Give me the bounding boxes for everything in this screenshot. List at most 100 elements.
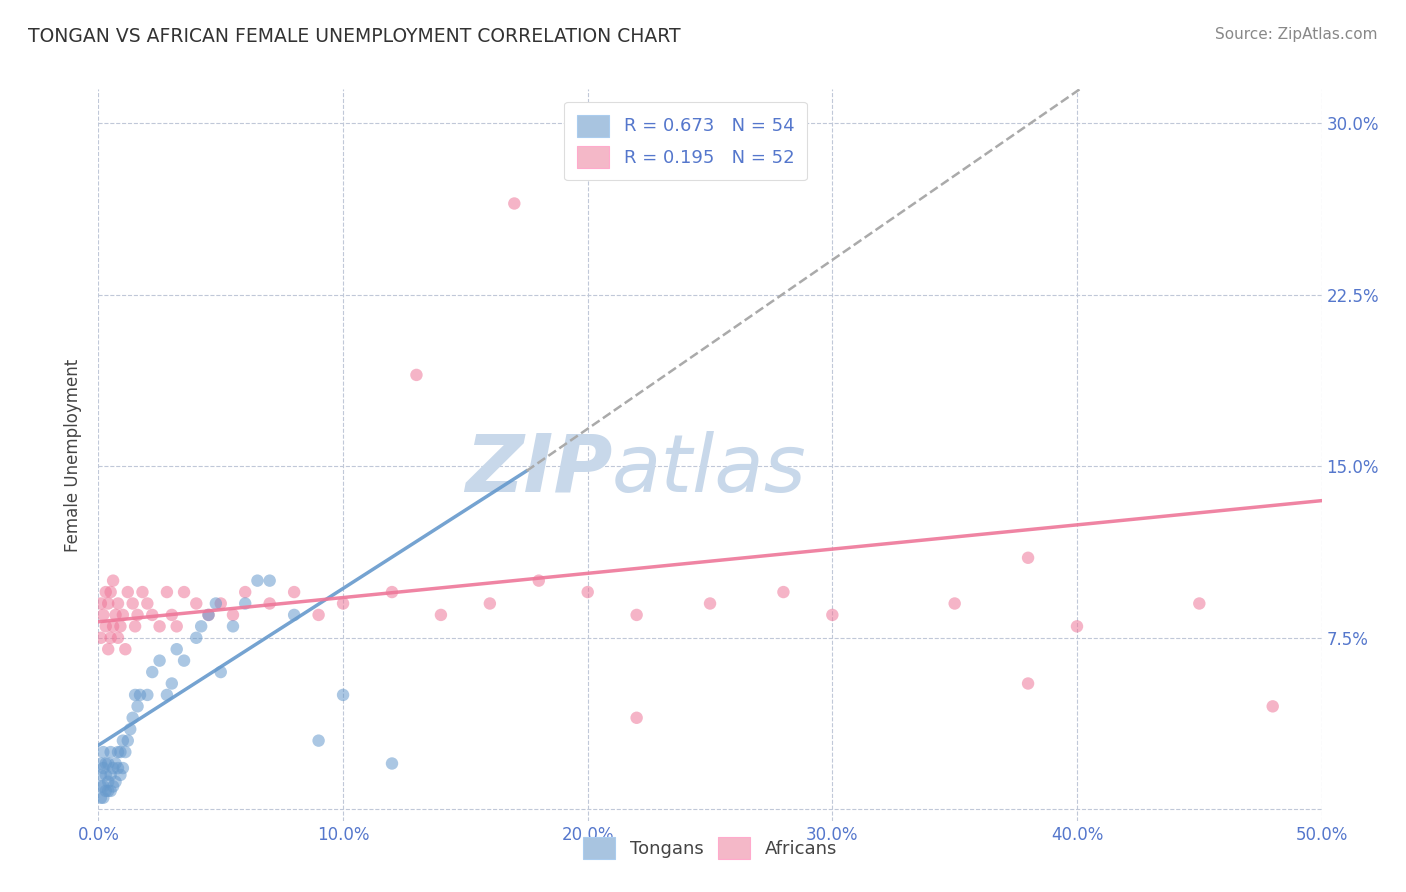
Point xyxy=(90,631,112,645)
Point xyxy=(332,597,354,611)
Point xyxy=(156,688,179,702)
Point xyxy=(124,619,146,633)
Point xyxy=(160,676,183,690)
Point xyxy=(100,768,122,782)
Point xyxy=(104,607,127,622)
Point xyxy=(94,619,117,633)
Point xyxy=(173,654,195,668)
Point xyxy=(97,597,120,611)
Text: TONGAN VS AFRICAN FEMALE UNEMPLOYMENT CORRELATION CHART: TONGAN VS AFRICAN FEMALE UNEMPLOYMENT CO… xyxy=(28,27,681,45)
Point xyxy=(141,665,163,679)
Point xyxy=(136,597,159,611)
Point xyxy=(117,733,139,747)
Point xyxy=(114,745,136,759)
Point xyxy=(90,756,112,771)
Point xyxy=(149,654,172,668)
Point xyxy=(91,745,114,759)
Point xyxy=(101,574,124,588)
Point xyxy=(91,761,114,775)
Point xyxy=(186,597,208,611)
Point xyxy=(222,607,245,622)
Point xyxy=(259,597,281,611)
Point xyxy=(136,688,159,702)
Point xyxy=(160,607,183,622)
Point xyxy=(110,619,132,633)
Point xyxy=(1188,597,1211,611)
Point xyxy=(308,607,330,622)
Point xyxy=(104,756,127,771)
Point xyxy=(100,631,122,645)
Point xyxy=(772,585,794,599)
Point xyxy=(131,585,153,599)
Point xyxy=(97,642,120,657)
Point xyxy=(107,761,129,775)
Point xyxy=(100,745,122,759)
Point xyxy=(97,784,120,798)
Point xyxy=(107,631,129,645)
Point xyxy=(94,756,117,771)
Point xyxy=(97,756,120,771)
Point xyxy=(821,607,844,622)
Point xyxy=(626,607,648,622)
Point xyxy=(1066,619,1088,633)
Point xyxy=(100,784,122,798)
Point xyxy=(381,585,404,599)
Point xyxy=(127,607,149,622)
Point xyxy=(111,607,134,622)
Point xyxy=(127,699,149,714)
Point xyxy=(430,607,453,622)
Point xyxy=(1017,550,1039,565)
Point xyxy=(111,733,134,747)
Point xyxy=(381,756,404,771)
Point xyxy=(166,642,188,657)
Point xyxy=(110,745,132,759)
Point xyxy=(943,597,966,611)
Point xyxy=(205,597,228,611)
Point xyxy=(111,761,134,775)
Point xyxy=(527,574,550,588)
Point xyxy=(100,585,122,599)
Point xyxy=(121,597,143,611)
Point xyxy=(141,607,163,622)
Point xyxy=(308,733,330,747)
Point xyxy=(259,574,281,588)
Point xyxy=(186,631,208,645)
Point xyxy=(1261,699,1284,714)
Point xyxy=(197,607,219,622)
Point xyxy=(166,619,188,633)
Point xyxy=(101,619,124,633)
Text: atlas: atlas xyxy=(612,431,807,508)
Legend: Tongans, Africans: Tongans, Africans xyxy=(575,830,845,866)
Point xyxy=(114,642,136,657)
Point xyxy=(91,780,114,794)
Point xyxy=(233,585,256,599)
Point xyxy=(209,597,232,611)
Point xyxy=(117,585,139,599)
Point xyxy=(405,368,427,382)
Point xyxy=(97,774,120,789)
Point xyxy=(332,688,354,702)
Point xyxy=(90,780,112,794)
Point xyxy=(94,768,117,782)
Point xyxy=(90,597,112,611)
Point xyxy=(283,585,305,599)
Point xyxy=(120,723,142,737)
Point xyxy=(107,597,129,611)
Point xyxy=(576,585,599,599)
Point xyxy=(91,790,114,805)
Point xyxy=(149,619,172,633)
Point xyxy=(283,607,305,622)
Point xyxy=(94,784,117,798)
Point xyxy=(124,688,146,702)
Point xyxy=(197,607,219,622)
Point xyxy=(246,574,269,588)
Point xyxy=(190,619,212,633)
Text: ZIP: ZIP xyxy=(465,431,612,508)
Point xyxy=(222,619,245,633)
Point xyxy=(209,665,232,679)
Point xyxy=(91,607,114,622)
Point xyxy=(626,711,648,725)
Point xyxy=(90,768,112,782)
Point xyxy=(101,780,124,794)
Point xyxy=(90,790,112,805)
